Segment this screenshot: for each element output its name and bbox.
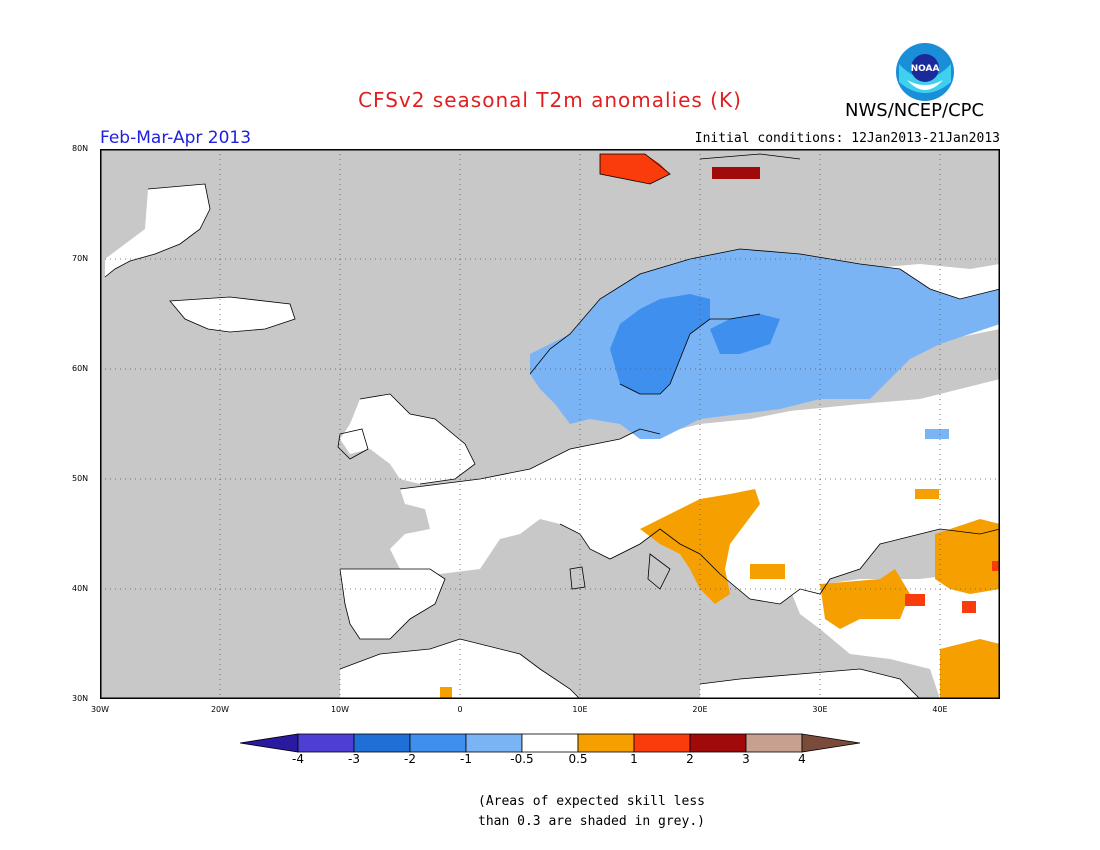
lon-tick: 30E (812, 705, 828, 714)
lon-tick: 20E (692, 705, 708, 714)
svg-text:NOAA: NOAA (911, 64, 940, 74)
lat-tick: 40N (72, 584, 89, 593)
colorbar-label: -2 (404, 752, 416, 766)
initial-conditions-label: Initial conditions: 12Jan2013-21Jan2013 (694, 131, 1000, 146)
colorbar-label: 3 (742, 752, 750, 766)
anomaly-dark-red (712, 167, 760, 179)
grid-lines (100, 149, 1000, 699)
colorbar-label: 2 (686, 752, 694, 766)
lat-tick: 70N (72, 254, 89, 263)
lon-tick: 10W (330, 705, 350, 714)
lat-tick: 60N (72, 364, 89, 373)
chart-title: CFSv2 seasonal T2m anomalies (K) (358, 88, 742, 112)
lon-tick: 0 (457, 705, 463, 714)
skill-note-line2: than 0.3 are shaded in grey.) (478, 814, 705, 829)
lat-tick: 80N (72, 144, 89, 153)
lat-tick: 30N (72, 694, 89, 703)
skill-note: (Areas of expected skill less than 0.3 a… (478, 792, 705, 832)
colorbar-label: -4 (292, 752, 304, 766)
anomaly-red (600, 154, 1000, 613)
map-frame (100, 149, 1000, 699)
lon-tick: 20W (210, 705, 230, 714)
colorbar-label: -3 (348, 752, 360, 766)
skill-note-line1: (Areas of expected skill less (478, 794, 705, 809)
lat-tick: 50N (72, 474, 89, 483)
lon-tick: 40E (932, 705, 948, 714)
colorbar-label: -0.5 (510, 752, 534, 766)
color-bar (240, 733, 860, 753)
anomaly-orange (440, 489, 1000, 699)
colorbar-label: 1 (630, 752, 638, 766)
season-label: Feb-Mar-Apr 2013 (100, 128, 252, 148)
lon-tick: 30W (90, 705, 110, 714)
colorbar-label: 0.5 (568, 752, 588, 766)
colorbar-label: -1 (460, 752, 472, 766)
noaa-logo: NOAA (896, 43, 954, 101)
neutral-areas (105, 184, 1000, 699)
colorbar-label: 4 (798, 752, 806, 766)
anomaly-map (100, 149, 1000, 699)
lon-tick: 10E (572, 705, 588, 714)
agency-label: NWS/NCEP/CPC (845, 100, 985, 121)
